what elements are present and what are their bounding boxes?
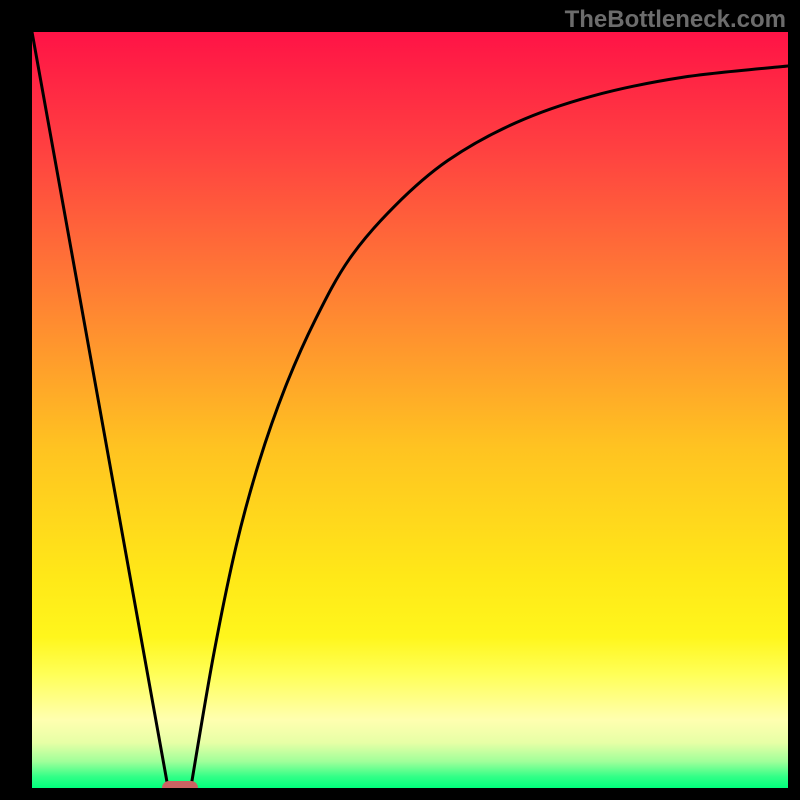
curve-right-branch [191,66,788,788]
watermark-text: TheBottleneck.com [565,6,786,34]
curve-left-branch [32,32,168,788]
optimal-marker [162,781,198,788]
plot-area [32,32,788,788]
curve-layer [32,32,788,788]
